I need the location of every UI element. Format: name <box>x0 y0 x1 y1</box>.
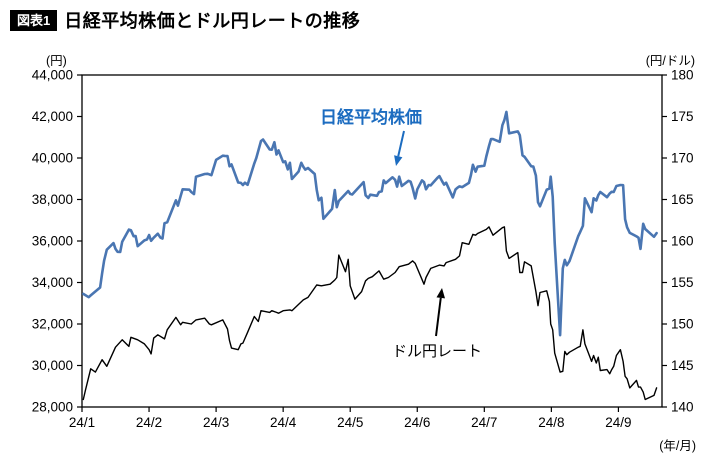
annotation-arrowhead <box>436 288 445 299</box>
annotation-arrow-line <box>397 130 405 157</box>
right-tick-label: 170 <box>671 151 694 166</box>
x-tick-label: 24/6 <box>404 415 430 430</box>
right-tick-label: 145 <box>671 358 694 373</box>
annotation-arrow-line <box>435 297 442 337</box>
series-line-usdjpy <box>82 226 658 401</box>
left-tick-label: 28,000 <box>32 400 73 415</box>
right-tick-label: 140 <box>671 400 694 415</box>
x-tick-label: 24/4 <box>270 415 297 430</box>
x-tick-label: 24/3 <box>203 415 229 430</box>
right-tick-label: 180 <box>671 68 694 83</box>
right-tick-label: 150 <box>671 317 694 332</box>
x-axis-unit-label: (年/月) <box>659 439 696 453</box>
x-tick-label: 24/9 <box>605 415 631 430</box>
left-tick-label: 30,000 <box>32 358 73 373</box>
right-tick-label: 175 <box>671 109 694 124</box>
annotation-usdjpy: ドル円レート <box>392 343 483 360</box>
annotation-nikkei: 日経平均株価 <box>320 108 422 127</box>
left-tick-label: 44,000 <box>32 68 73 83</box>
x-tick-label: 24/8 <box>538 415 564 430</box>
right-tick-label: 165 <box>671 192 694 207</box>
figure-badge: 図表1 <box>10 9 58 31</box>
annotation-arrowhead <box>394 155 403 166</box>
series-line-nikkei <box>82 110 658 337</box>
figure-header: 図表1 日経平均株価とドル円レートの推移 <box>10 7 360 33</box>
figure-title: 日経平均株価とドル円レートの推移 <box>64 11 361 31</box>
right-tick-label: 155 <box>671 275 694 290</box>
x-tick-label: 24/7 <box>471 415 497 430</box>
left-axis-unit-label: (円) <box>46 54 67 68</box>
left-tick-label: 42,000 <box>32 109 73 124</box>
right-axis-unit-label: (円/ドル) <box>645 54 695 68</box>
x-tick-label: 24/5 <box>337 415 363 430</box>
left-tick-label: 38,000 <box>32 192 73 207</box>
left-tick-label: 36,000 <box>32 234 73 249</box>
x-tick-label: 24/2 <box>136 415 162 430</box>
left-tick-label: 40,000 <box>32 151 73 166</box>
left-tick-label: 32,000 <box>32 317 73 332</box>
left-tick-label: 34,000 <box>32 275 73 290</box>
right-tick-label: 160 <box>671 234 694 249</box>
x-tick-label: 24/1 <box>69 415 95 430</box>
